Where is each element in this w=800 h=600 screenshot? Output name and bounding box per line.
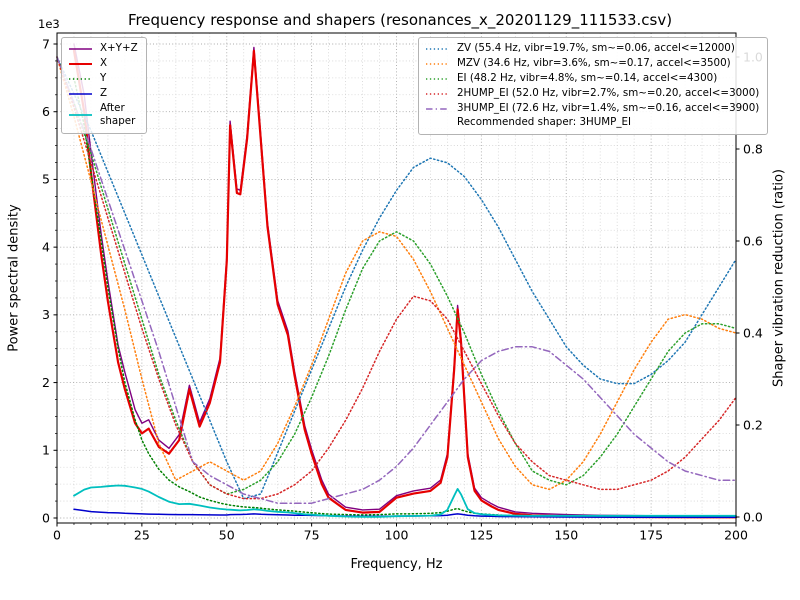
series-line-x (72, 49, 738, 519)
y-left-multiplier-label: 1e3 (38, 17, 60, 31)
legend-label: After shaper (100, 101, 136, 128)
legend-item-3hump_ei: 3HUMP_EI (72.6 Hz, vibr=1.4%, sm~=0.16, … (425, 102, 759, 116)
x-tick-label: 200 (724, 528, 748, 543)
legend-item-zv: ZV (55.4 Hz, vibr=19.7%, sm~=0.06, accel… (425, 42, 759, 56)
x-tick-label: 75 (304, 528, 320, 543)
legend-shapers: ZV (55.4 Hz, vibr=19.7%, sm~=0.06, accel… (418, 37, 769, 136)
y-line-sample (68, 74, 93, 84)
legend-label: 3HUMP_EI (72.6 Hz, vibr=1.4%, sm~=0.16, … (457, 101, 760, 114)
y-right-tick-label: 0.0 (743, 509, 763, 524)
legend-label: Y (100, 71, 107, 84)
x-tick-label: 50 (219, 528, 235, 543)
legend-label: X (100, 56, 108, 69)
legend-item-mzv: MZV (34.6 Hz, vibr=3.6%, sm~=0.17, accel… (425, 57, 759, 71)
x-tick-label: 0 (53, 528, 61, 543)
legend-item-y: Y (68, 72, 138, 86)
legend-label: ZV (55.4 Hz, vibr=19.7%, sm~=0.06, accel… (457, 42, 735, 54)
after-shaper-line-sample (68, 110, 93, 120)
x-axis-label: Frequency, Hz (350, 557, 443, 572)
series-line-3hump_ei (56, 56, 737, 504)
series-line-2hump_ei (56, 56, 737, 500)
legend-item-ei: EI (48.2 Hz, vibr=4.8%, sm~=0.14, accel<… (425, 72, 759, 86)
y-left-tick-label: 5 (42, 172, 50, 187)
ei-line-sample (425, 74, 450, 84)
x-tick-label: 100 (385, 528, 409, 543)
series-line-zv (56, 56, 737, 500)
legend-label: Recommended shaper: 3HUMP_EI (457, 116, 632, 129)
2hump_ei-line-sample (425, 89, 450, 99)
legend-item-2hump_ei: 2HUMP_EI (52.0 Hz, vibr=2.7%, sm~=0.20, … (425, 87, 759, 101)
3hump_ei-line-sample (425, 104, 450, 114)
y-left-tick-label: 2 (42, 375, 50, 390)
series-line-mzv (56, 56, 737, 491)
legend-item-z: Z (68, 87, 138, 101)
y-right-tick-label: 0.6 (743, 233, 763, 248)
legend-label: EI (48.2 Hz, vibr=4.8%, sm~=0.14, accel<… (457, 71, 718, 84)
y-right-axis-label: Shaper vibration reduction (ratio) (771, 169, 787, 387)
chart-title: Frequency response and shapers (resonanc… (127, 11, 673, 29)
x-tick-label: 25 (134, 528, 150, 543)
legend-label: Z (100, 86, 108, 99)
y-left-tick-label: 1 (42, 443, 50, 458)
xyz-line-sample (68, 44, 93, 54)
y-right-tick-label: 0.4 (743, 325, 763, 340)
x-tick-label: 125 (469, 528, 493, 543)
mzv-line-sample (425, 59, 450, 69)
y-left-tick-label: 0 (42, 510, 50, 525)
legend-item-x: X (68, 57, 138, 71)
series-line-z (73, 508, 737, 519)
y-left-tick-label: 4 (42, 239, 50, 254)
legend-item-after-shaper: After shaper (68, 102, 138, 130)
zv-line-sample (425, 44, 450, 54)
y-right-tick-label: 0.8 (743, 141, 763, 156)
y-left-axis-label: Power spectral density (6, 204, 22, 352)
legend-item-recommended: Recommended shaper: 3HUMP_EI (425, 116, 759, 130)
x-line-sample (68, 59, 93, 69)
legend-label: X+Y+Z (100, 42, 138, 54)
x-tick-label: 175 (639, 528, 663, 543)
y-right-tick-label: 0.2 (743, 417, 763, 432)
y-left-tick-label: 3 (42, 307, 50, 322)
legend-psd: X+Y+Z X Y Z After shaper (61, 37, 147, 135)
x-tick-label: 150 (554, 528, 578, 543)
legend-label: 2HUMP_EI (52.0 Hz, vibr=2.7%, sm~=0.20, … (457, 86, 760, 99)
series-line-ei (56, 56, 737, 495)
y-left-tick-label: 7 (42, 36, 50, 51)
z-line-sample (68, 89, 93, 99)
series-line-after-shaper (73, 484, 737, 518)
y-left-tick-label: 6 (42, 104, 50, 119)
legend-label: MZV (34.6 Hz, vibr=3.6%, sm~=0.17, accel… (457, 56, 731, 69)
legend-item-xyz: X+Y+Z (68, 42, 138, 56)
